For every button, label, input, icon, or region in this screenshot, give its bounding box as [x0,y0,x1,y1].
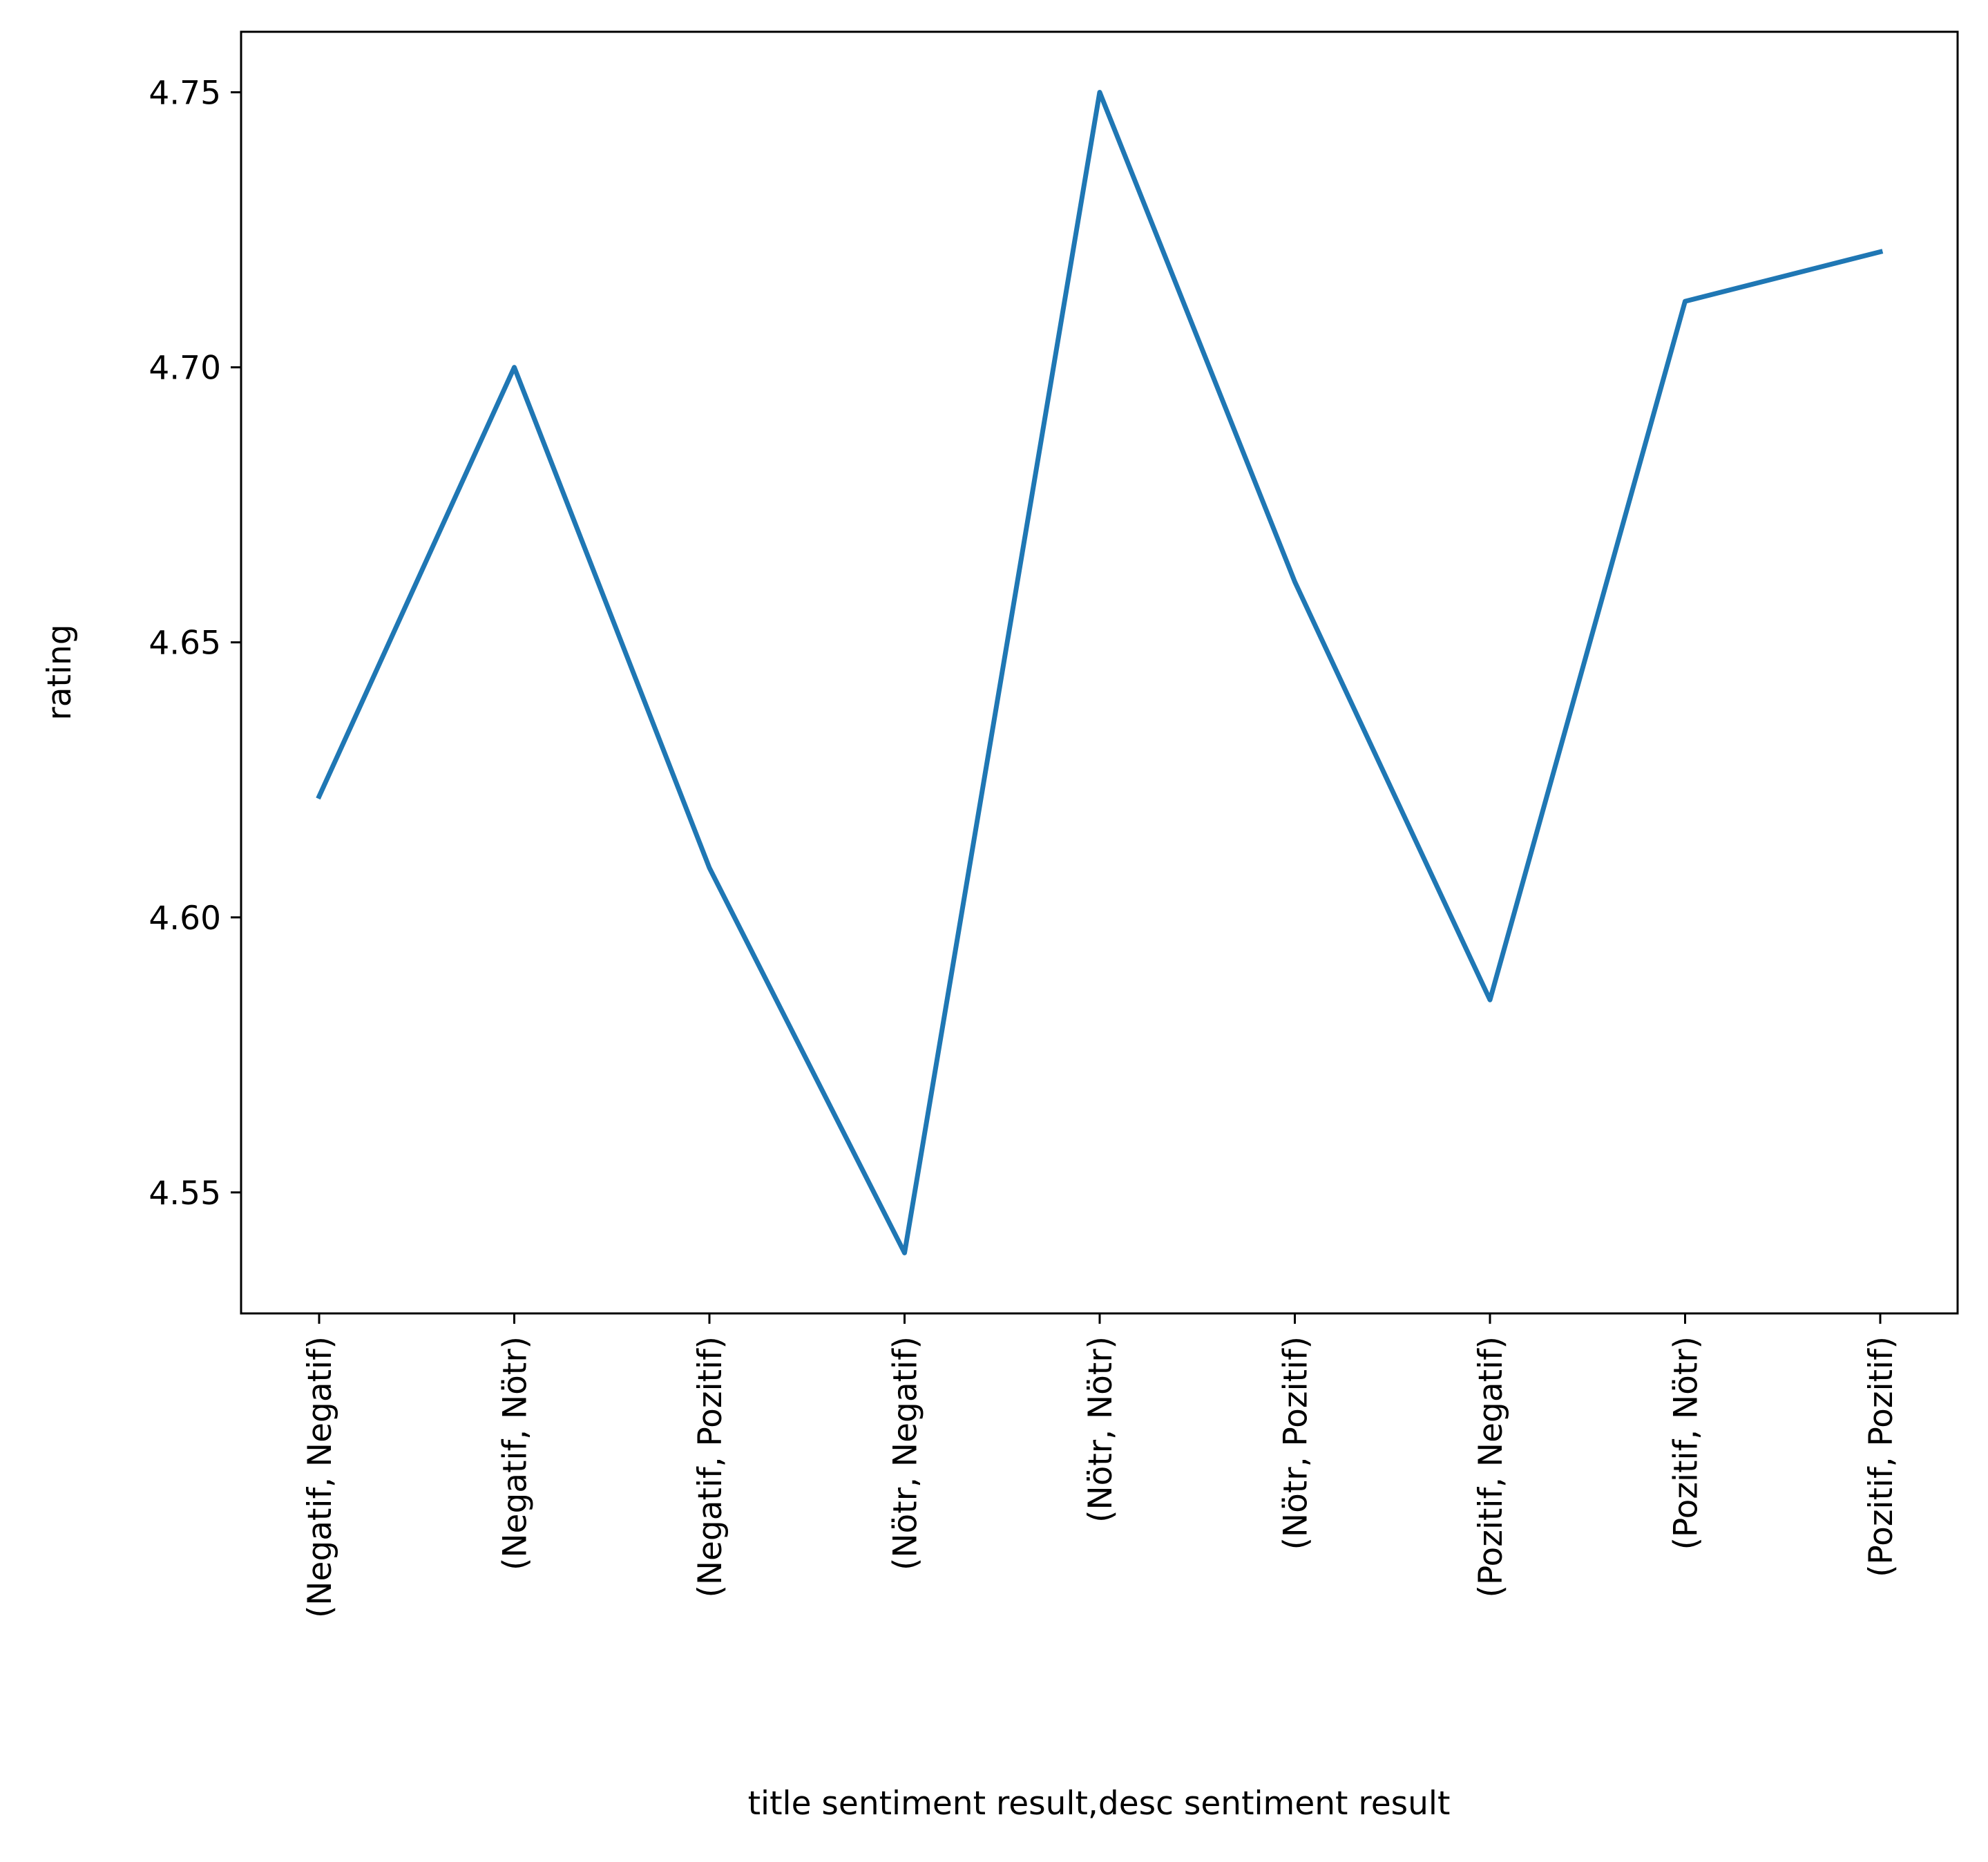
x-axis-label: title sentiment result,desc sentiment re… [748,1785,1451,1823]
y-tick-label: 4.55 [149,1175,221,1213]
x-tick-label: (Negatif, Pozitif) [691,1336,729,1597]
x-axis-ticks: (Negatif, Negatif) (Negatif, Nötr) (Negati… [301,1313,1900,1618]
x-tick-label: (Nötr, Pozitif) [1277,1336,1315,1550]
series-line [316,90,1884,1255]
y-tick-label: 4.65 [149,625,221,663]
x-tick-label: (Pozitif, Negatif) [1472,1336,1510,1597]
y-tick-label: 4.60 [149,900,221,938]
plot-area [241,32,1958,1313]
x-tick-label: (Negatif, Nötr) [497,1336,535,1570]
x-tick-label: (Pozitif, Nötr) [1667,1336,1705,1550]
x-tick-label: (Nötr, Nötr) [1082,1336,1120,1523]
x-tick-label: (Pozitif, Pozitif) [1862,1336,1900,1577]
x-tick-label: (Negatif, Negatif) [301,1336,339,1618]
plot-frame [240,30,1959,1315]
y-axis-label: rating [41,624,79,720]
y-tick-label: 4.70 [149,350,221,388]
y-tick-label: 4.75 [149,75,221,113]
y-axis-ticks: 4.55 4.60 4.65 4.70 4.75 [149,75,241,1213]
x-tick-label: (Nötr, Negatif) [887,1336,925,1570]
